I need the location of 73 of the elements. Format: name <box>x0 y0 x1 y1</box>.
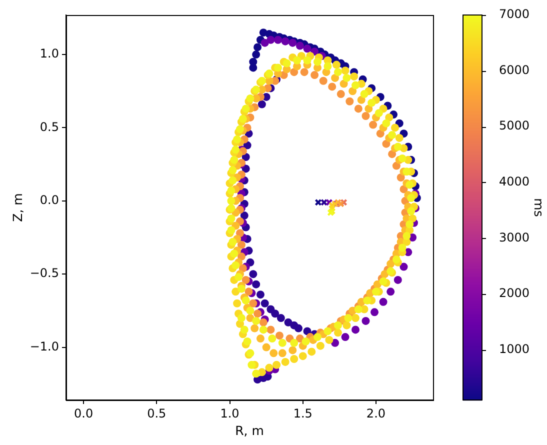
point <box>346 97 354 106</box>
point <box>242 276 250 284</box>
point <box>328 82 336 91</box>
point <box>249 299 258 308</box>
point <box>369 120 378 129</box>
point <box>354 104 362 113</box>
point <box>362 112 370 120</box>
point <box>252 50 260 59</box>
point <box>249 58 258 66</box>
point <box>237 240 246 249</box>
point <box>296 42 304 50</box>
point <box>362 316 370 325</box>
point <box>240 212 248 220</box>
point <box>249 270 258 278</box>
point <box>258 100 266 108</box>
y-tick-label: 1.0 <box>40 46 59 61</box>
point <box>236 229 244 238</box>
y-axis-title: Z, m <box>10 193 25 222</box>
color-bar-label: 1000 <box>499 342 530 356</box>
y-tick-label: 0.0 <box>40 193 59 208</box>
x-tick-label: 0.0 <box>74 406 94 420</box>
point <box>274 36 282 44</box>
x-tick-label: 1.5 <box>293 406 312 420</box>
point <box>328 204 336 212</box>
x-axis-title: R, m <box>235 422 264 438</box>
point <box>376 130 384 138</box>
point <box>331 338 340 347</box>
color-bar-label: 5000 <box>499 118 530 133</box>
point <box>328 202 336 209</box>
point <box>256 290 264 299</box>
point <box>260 299 269 308</box>
y-tick-label: −0.5 <box>30 266 59 280</box>
x-tick-label: 1.0 <box>220 406 240 420</box>
point <box>386 288 395 296</box>
point <box>341 333 350 342</box>
point <box>303 44 312 53</box>
point <box>400 262 408 271</box>
point <box>319 76 328 85</box>
point <box>388 150 396 158</box>
point <box>259 318 268 326</box>
point <box>271 310 280 318</box>
x-tick-label: 0.5 <box>147 406 166 420</box>
color-bar-label: 3000 <box>499 230 530 244</box>
point <box>379 298 388 306</box>
x-tick-label: 2.0 <box>366 406 386 420</box>
color-bar-label: 2000 <box>499 286 530 300</box>
point <box>394 276 402 284</box>
color-bar-title: ms <box>531 198 546 217</box>
point <box>275 332 284 340</box>
point <box>392 162 400 170</box>
y-tick-label: −1.0 <box>30 339 59 354</box>
y-tick-label: 0.5 <box>40 120 59 134</box>
point <box>340 198 348 206</box>
point <box>294 324 302 332</box>
point <box>352 326 360 334</box>
point <box>254 43 262 52</box>
point <box>266 326 275 334</box>
point <box>244 288 253 296</box>
point <box>396 173 405 182</box>
point <box>290 68 298 76</box>
color-bar-label: 6000 <box>499 62 530 77</box>
point <box>336 90 345 98</box>
point <box>281 37 290 46</box>
point <box>254 310 262 318</box>
point <box>276 314 285 322</box>
color-bar-label: 7000 <box>499 7 530 22</box>
point <box>300 68 308 76</box>
color-bar-label: 4000 <box>499 174 530 189</box>
point <box>266 36 275 44</box>
point <box>370 308 379 316</box>
point <box>252 280 260 288</box>
point <box>310 71 319 80</box>
point <box>284 318 292 326</box>
